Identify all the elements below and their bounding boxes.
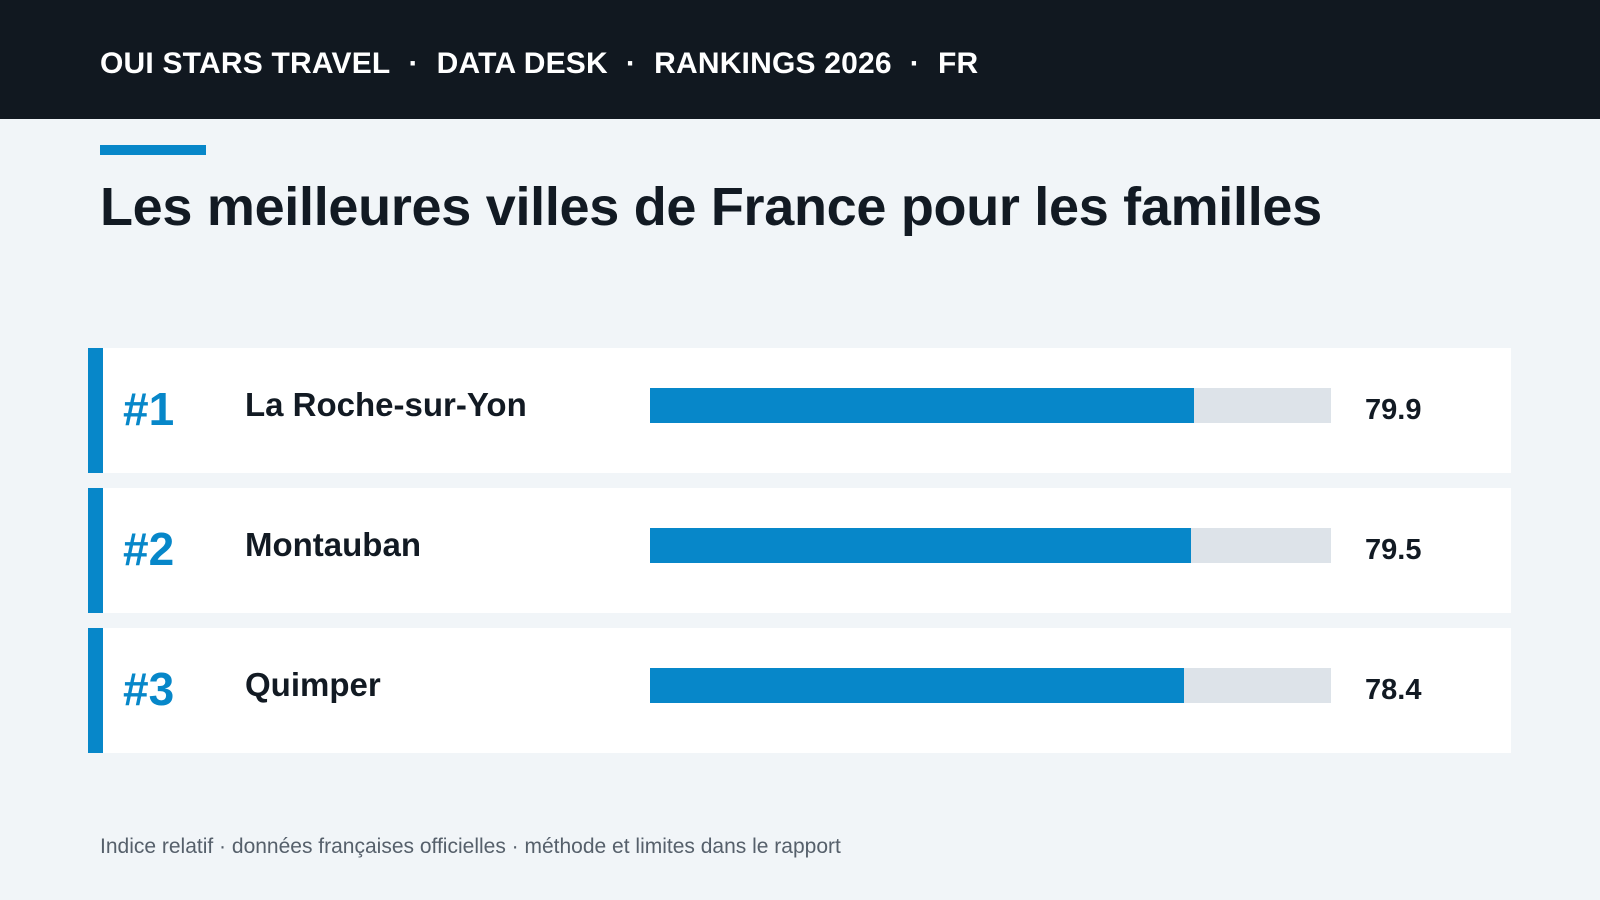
header-brand: OUI STARS TRAVEL [100,47,391,80]
header-separator: · [625,47,637,80]
bar-track [650,668,1331,703]
city-name: La Roche-sur-Yon [245,386,527,423]
bar-track [650,388,1331,423]
score-value: 79.9 [1365,394,1422,426]
bar-fill [650,528,1192,563]
header-separator: · [909,47,920,80]
ranking-row: #2 Montauban 79.5 [88,488,1511,613]
header-separator: · [408,47,419,80]
page-title: Les meilleures villes de France pour les… [100,177,1322,237]
bar-fill [650,668,1184,703]
score-value: 78.4 [1365,674,1422,706]
rank-stripe [88,348,103,473]
footnote: Indice relatif · données françaises offi… [100,835,841,858]
city-name: Montauban [245,526,421,563]
rank-number: #3 [123,663,175,715]
rank-stripe [88,628,103,753]
ranking-chart: #1 La Roche-sur-Yon 79.9 #2 Montauban 79.5 #3 Q… [88,348,1511,768]
rank-number: #1 [123,383,175,435]
header-locale: FR [937,47,979,80]
ranking-row: #3 Quimper 78.4 [88,628,1511,753]
bar-fill [650,388,1195,423]
header-breadcrumb: OUI STARS TRAVEL · DATA DESK · RANKINGS 2026… [100,47,978,81]
rank-number: #2 [123,523,175,575]
header-edition: RANKINGS 2026 [654,47,892,80]
title-accent-line [100,145,206,155]
bar-track [650,528,1331,563]
score-value: 79.5 [1365,534,1422,566]
ranking-row: #1 La Roche-sur-Yon 79.9 [88,348,1511,473]
header-section: DATA DESK [436,47,608,80]
rank-stripe [88,488,103,613]
city-name: Quimper [245,666,381,703]
header-bar: OUI STARS TRAVEL · DATA DESK · RANKINGS 2026… [0,0,1600,119]
